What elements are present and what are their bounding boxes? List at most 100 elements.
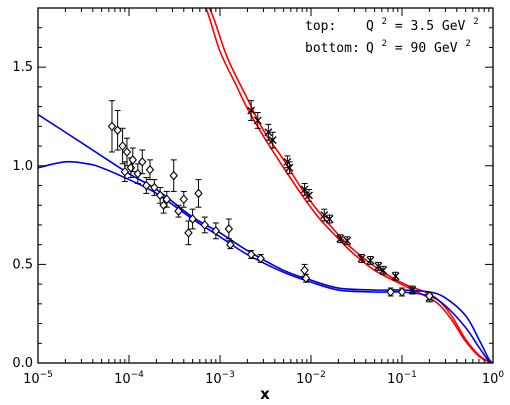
bottom-data-point-25-marker <box>246 249 256 260</box>
bottom-data-point-15 <box>169 159 178 192</box>
top-data-point-17 <box>408 285 417 295</box>
annotation-top: top: Q 2 = 3.5 GeV 2 <box>305 13 479 34</box>
x-tick-label-3: 10−2 <box>296 370 326 387</box>
bottom-data-point-18-marker <box>184 227 193 238</box>
bottom-data-point-17-marker <box>179 194 189 205</box>
series-1-lower-curve <box>38 160 493 363</box>
top-data-point-10-marker <box>336 234 345 243</box>
y-tick-label-1: 0.5 <box>12 257 33 272</box>
bottom-data-point-2 <box>118 127 127 165</box>
x-tick-label-5: 100 <box>482 370 505 387</box>
bottom-data-point-7-marker <box>133 168 143 179</box>
bottom-data-point-24-marker <box>226 239 235 250</box>
bottom-data-point-3-marker <box>120 166 130 177</box>
series-0-upper-curve <box>208 8 490 363</box>
top-data-point-12-marker <box>357 254 366 263</box>
top-data-point-9-marker <box>325 215 334 223</box>
annotation-bottom-value: = 90 GeV <box>395 41 458 56</box>
bottom-data-point-22 <box>211 222 221 240</box>
top-data-point-1-marker <box>253 116 262 125</box>
bottom-data-point-0-marker <box>107 121 117 132</box>
bottom-data-point-14 <box>162 190 171 208</box>
bottom-data-point-5-marker <box>126 162 136 173</box>
annotation-top-value: = 3.5 GeV <box>395 19 466 34</box>
top-data-point-2-marker <box>264 128 273 137</box>
bottom-data-point-4-marker <box>122 147 132 157</box>
x-tick-label-2: 10−3 <box>205 370 235 387</box>
bottom-data-point-9-marker <box>142 180 151 191</box>
top-data-point-5-marker <box>285 163 294 172</box>
top-data-point-8-marker <box>320 211 329 220</box>
bottom-data-point-19 <box>188 208 197 230</box>
y-tick-label-3: 1.5 <box>12 60 33 75</box>
annotation-bottom-q: Q <box>366 41 374 56</box>
top-data-point-17-marker <box>408 286 417 294</box>
bottom-data-point-10 <box>145 159 155 181</box>
bottom-data-point-19-marker <box>188 214 197 224</box>
bottom-data-point-28-marker <box>301 273 311 284</box>
annotation-top-q-sup: 2 <box>382 17 387 27</box>
bottom-data-point-17 <box>179 190 189 208</box>
x-tick-label-0: 10−5 <box>23 370 53 387</box>
top-data-point-15 <box>379 265 388 275</box>
bottom-data-point-4 <box>122 137 132 167</box>
top-data-point-12 <box>357 254 366 263</box>
bottom-data-point-1 <box>113 110 122 151</box>
bottom-data-point-15-marker <box>169 170 178 181</box>
x-tick-label-4: 10−1 <box>387 370 417 387</box>
bottom-data-point-25 <box>246 249 256 260</box>
annotation-bottom: bottom: Q 2 = 90 GeV 2 <box>305 35 471 56</box>
bottom-data-point-29 <box>386 287 395 297</box>
bottom-data-point-8-marker <box>138 156 147 167</box>
top-data-point-1 <box>253 112 262 129</box>
points-layer <box>107 100 434 303</box>
top-data-point-13-marker <box>366 256 375 265</box>
top-data-point-6-marker <box>300 185 309 194</box>
bottom-data-point-27-marker <box>300 265 309 276</box>
annotation-bottom-q-sup: 2 <box>382 39 387 49</box>
annotation-top-label: top: <box>305 19 336 34</box>
ticks-layer: 10−5 10−4 10−3 10−2 10−1 100 0.0 0.5 1.0 1.5 <box>12 7 505 387</box>
top-data-point-9 <box>325 214 334 224</box>
bottom-data-point-0 <box>107 100 117 153</box>
x-axis-title: x <box>260 385 270 403</box>
bottom-data-point-1-marker <box>113 125 122 136</box>
bottom-data-point-14-marker <box>162 194 171 205</box>
top-data-point-3 <box>268 131 277 149</box>
top-data-point-7-marker <box>305 191 313 200</box>
top-data-point-10 <box>336 234 345 244</box>
bottom-data-point-30-marker <box>397 287 407 297</box>
bottom-data-point-28 <box>301 273 311 284</box>
bottom-data-point-6 <box>128 147 137 173</box>
top-data-point-7 <box>305 188 313 202</box>
bottom-data-point-31 <box>425 291 434 301</box>
top-data-point-2 <box>264 123 273 141</box>
bottom-data-point-8 <box>138 149 147 175</box>
bottom-data-point-11-marker <box>150 182 159 193</box>
bottom-data-point-6-marker <box>128 155 137 165</box>
curves-layer <box>38 8 493 363</box>
top-data-point-11 <box>343 236 352 246</box>
bottom-data-point-2-marker <box>118 141 127 151</box>
annotation-bottom-unit-sup: 2 <box>465 39 470 49</box>
plot-frame <box>37 7 494 364</box>
bottom-data-point-31-marker <box>425 291 434 301</box>
bottom-data-point-11 <box>150 179 159 196</box>
top-data-point-15-marker <box>379 266 388 275</box>
bottom-data-point-9 <box>142 177 151 194</box>
top-data-point-16-marker <box>391 272 400 281</box>
top-data-point-6 <box>300 183 309 196</box>
top-data-point-8 <box>320 208 329 222</box>
top-data-point-13 <box>366 256 375 265</box>
bottom-data-point-20 <box>194 179 203 208</box>
annotation-top-q: Q <box>366 19 374 34</box>
y-tick-label-0: 0.0 <box>12 356 33 371</box>
bottom-data-point-16 <box>174 204 183 218</box>
bottom-data-point-21-marker <box>200 220 209 230</box>
series-1-upper-curve <box>38 113 493 363</box>
top-data-point-11-marker <box>343 236 352 245</box>
series-0-lower-curve <box>205 8 490 363</box>
bottom-data-point-23-marker <box>224 224 234 234</box>
top-data-point-0-marker <box>247 106 256 115</box>
